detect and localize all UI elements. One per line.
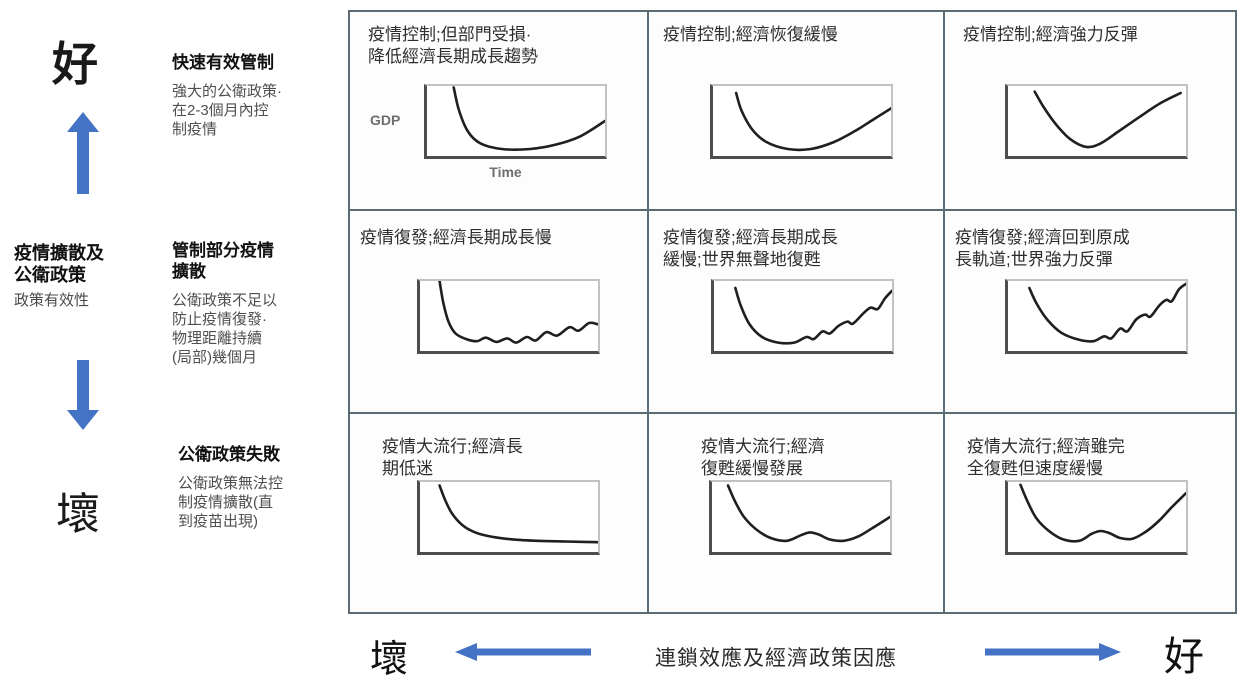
cell-caption: 疫情控制;經濟恢復緩慢 xyxy=(663,25,838,44)
matrix-cell-r1c2: 疫情控制;經濟恢復緩慢 xyxy=(649,12,945,211)
matrix-cell-r2c3: 疫情復發;經濟回到原成 長軌道;世界強力反彈 xyxy=(945,211,1235,414)
row-header-title: 公衛政策失敗 xyxy=(178,445,280,464)
gdp-mini-chart xyxy=(710,84,893,159)
gdp-mini-chart xyxy=(1005,84,1188,159)
matrix-cell-r2c1: 疫情復發;經濟長期成長慢 xyxy=(350,211,649,414)
cell-caption: 疫情復發;經濟長期成長 緩慢;世界無聲地復甦 xyxy=(663,228,838,269)
down-arrow-icon xyxy=(67,360,99,430)
left-arrow-icon xyxy=(455,643,591,661)
matrix-cell-r1c1: 疫情控制;但部門受損· 降低經濟長期成長趨勢 GDP Time xyxy=(350,12,649,211)
matrix-cell-r3c3: 疫情大流行;經濟雖完 全復甦但速度緩慢 xyxy=(945,414,1235,612)
matrix-cell-r3c1: 疫情大流行;經濟長 期低迷 xyxy=(350,414,649,612)
row-header-title: 管制部分疫情 擴散 xyxy=(172,241,274,281)
y-axis-good-label: 好 xyxy=(52,38,99,90)
y-axis-title: 疫情擴散及 公衛政策 xyxy=(14,243,104,285)
gdp-mini-chart xyxy=(709,480,892,555)
x-axis-good-label: 好 xyxy=(1164,635,1204,679)
matrix-cell-r1c3: 疫情控制;經濟強力反彈 xyxy=(945,12,1235,211)
time-axis-label: Time xyxy=(489,164,522,180)
y-axis-subtitle: 政策有效性 xyxy=(14,292,90,309)
x-axis-title: 連鎖效應及經濟政策因應 xyxy=(655,647,897,670)
right-arrow-icon xyxy=(985,643,1121,661)
cell-caption: 疫情控制;但部門受損· 降低經濟長期成長趨勢 xyxy=(368,25,538,66)
cell-caption: 疫情復發;經濟回到原成 長軌道;世界強力反彈 xyxy=(955,228,1130,269)
x-axis-bad-label: 壞 xyxy=(370,639,409,681)
y-axis-bad-label: 壞 xyxy=(56,490,101,539)
y-axis-title-block: 疫情擴散及 公衛政策 政策有效性 xyxy=(14,242,174,310)
cell-caption: 疫情控制;經濟強力反彈 xyxy=(963,25,1138,44)
row-header-title: 快速有效管制 xyxy=(172,53,274,72)
gdp-mini-chart xyxy=(417,480,600,555)
row-header-desc: 公衛政策不足以 防止疫情復發· 物理距離持續 (局部)幾個月 xyxy=(172,292,278,366)
gdp-mini-chart xyxy=(711,279,894,354)
scenario-matrix-grid: 疫情控制;但部門受損· 降低經濟長期成長趨勢 GDP Time 疫情控制;經濟恢… xyxy=(348,10,1237,614)
row-header-policy-failure: 公衛政策失敗 公衛政策無法控 制疫情擴散(直 到疫苗出現) xyxy=(178,444,334,531)
row-header-rapid-control: 快速有效管制 強大的公衛政策· 在2-3個月內控 制疫情 xyxy=(172,52,328,139)
cell-caption: 疫情大流行;經濟 復甦緩慢發展 xyxy=(701,437,825,478)
matrix-cell-r3c2: 疫情大流行;經濟 復甦緩慢發展 xyxy=(649,414,945,612)
cell-caption: 疫情大流行;經濟雖完 全復甦但速度緩慢 xyxy=(967,437,1125,478)
cell-caption: 疫情復發;經濟長期成長慢 xyxy=(360,228,552,247)
row-header-desc: 公衛政策無法控 制疫情擴散(直 到疫苗出現) xyxy=(178,475,284,530)
up-arrow-icon xyxy=(67,112,99,194)
gdp-mini-chart xyxy=(424,84,607,159)
gdp-mini-chart xyxy=(417,279,600,354)
gdp-mini-chart xyxy=(1005,279,1188,354)
row-header-partial-control: 管制部分疫情 擴散 公衛政策不足以 防止疫情復發· 物理距離持續 (局部)幾個月 xyxy=(172,240,328,367)
cell-caption: 疫情大流行;經濟長 期低迷 xyxy=(382,437,523,478)
gdp-mini-chart xyxy=(1005,480,1188,555)
matrix-cell-r2c2: 疫情復發;經濟長期成長 緩慢;世界無聲地復甦 xyxy=(649,211,945,414)
gdp-axis-label: GDP xyxy=(370,112,401,128)
row-header-desc: 強大的公衛政策· 在2-3個月內控 制疫情 xyxy=(172,83,282,138)
